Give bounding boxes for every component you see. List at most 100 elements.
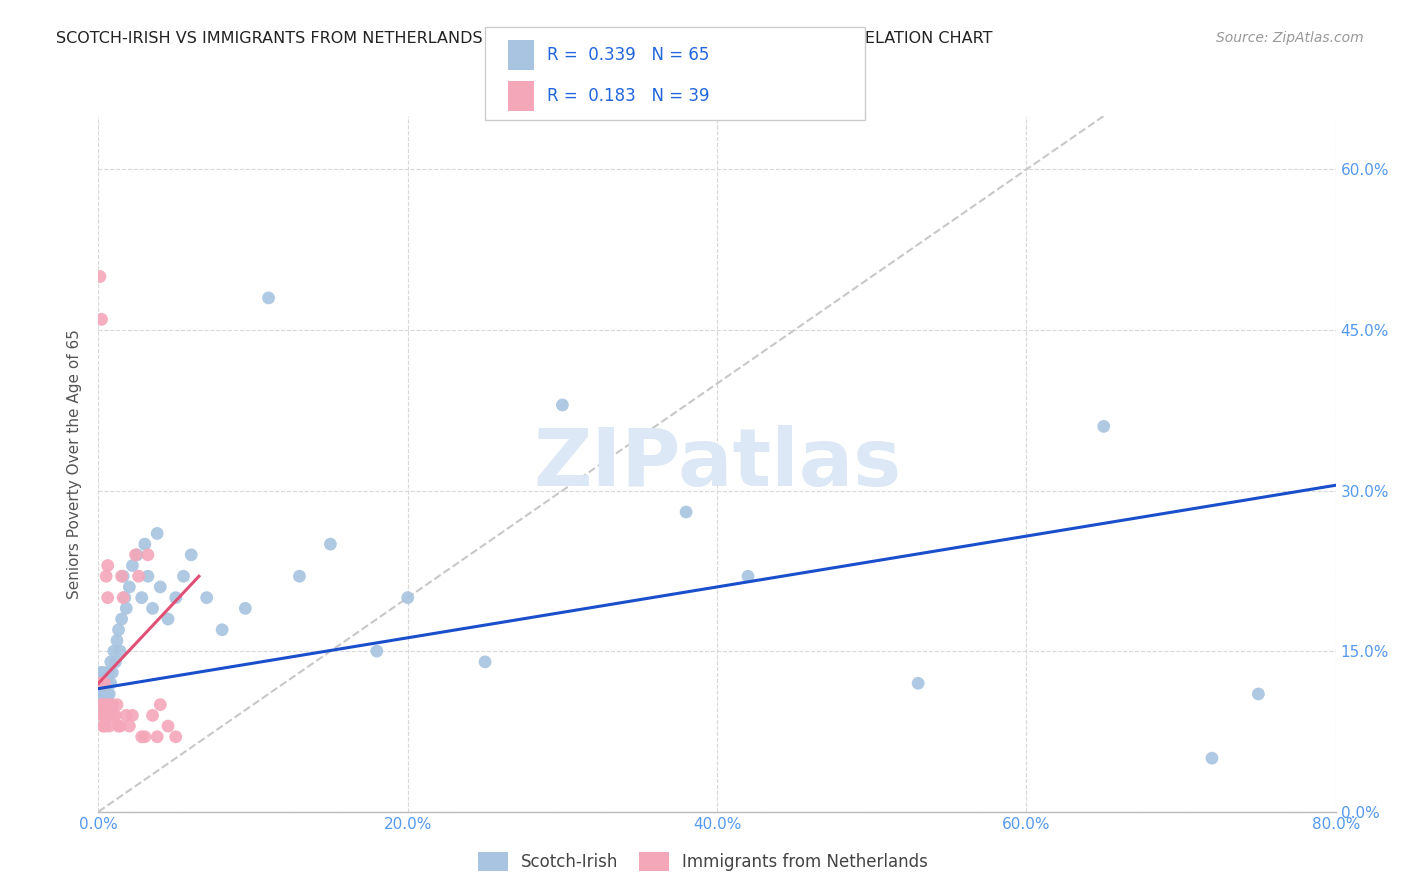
Point [108, 719, 131, 733]
Point [89, 676, 111, 690]
Point [103, 708, 125, 723]
Point [257, 291, 280, 305]
Point [127, 548, 149, 562]
Point [142, 708, 165, 723]
Point [107, 719, 129, 733]
Text: R =  0.339   N = 65: R = 0.339 N = 65 [547, 46, 709, 64]
Point [96, 569, 118, 583]
Point [93, 708, 115, 723]
Point [91, 676, 114, 690]
Point [1092, 419, 1115, 434]
Point [136, 569, 159, 583]
Point [907, 676, 929, 690]
Point [396, 591, 419, 605]
Point [91, 698, 114, 712]
Point [93, 665, 115, 680]
Point [319, 537, 342, 551]
Point [98, 665, 121, 680]
Point [115, 601, 138, 615]
Text: Source: ZipAtlas.com: Source: ZipAtlas.com [1216, 31, 1364, 45]
Y-axis label: Seniors Poverty Over the Age of 65: Seniors Poverty Over the Age of 65 [67, 329, 83, 599]
Text: R =  0.183   N = 39: R = 0.183 N = 39 [547, 87, 710, 105]
Point [96, 687, 118, 701]
Point [108, 644, 131, 658]
Point [96, 676, 118, 690]
Point [93, 687, 115, 701]
Point [93, 676, 115, 690]
Point [90, 676, 112, 690]
Point [146, 730, 169, 744]
Point [97, 676, 120, 690]
Point [98, 719, 121, 733]
Point [149, 580, 172, 594]
Point [211, 623, 233, 637]
Point [157, 612, 180, 626]
Point [173, 569, 195, 583]
Point [104, 708, 127, 723]
Point [96, 708, 118, 723]
Point [474, 655, 496, 669]
Point [142, 601, 165, 615]
Point [100, 676, 122, 690]
Text: SCOTCH-IRISH VS IMMIGRANTS FROM NETHERLANDS SENIORS POVERTY OVER THE AGE OF 65 C: SCOTCH-IRISH VS IMMIGRANTS FROM NETHERLA… [56, 31, 993, 46]
Point [114, 591, 136, 605]
Point [103, 644, 125, 658]
Point [93, 676, 115, 690]
Point [675, 505, 697, 519]
Point [128, 569, 150, 583]
Point [366, 644, 388, 658]
Point [118, 719, 141, 733]
Point [91, 698, 114, 712]
Point [90, 665, 112, 680]
Point [97, 558, 120, 573]
Point [91, 719, 114, 733]
Point [98, 687, 121, 701]
Point [737, 569, 759, 583]
Point [121, 708, 143, 723]
Point [131, 591, 153, 605]
Point [89, 665, 111, 680]
Point [98, 698, 121, 712]
Point [105, 698, 128, 712]
Point [93, 698, 115, 712]
Point [118, 580, 141, 594]
Point [90, 312, 112, 326]
Point [97, 698, 120, 712]
Point [96, 698, 118, 712]
Point [111, 569, 134, 583]
Point [96, 698, 118, 712]
Point [101, 698, 124, 712]
Text: ZIPatlas: ZIPatlas [533, 425, 901, 503]
Point [112, 591, 135, 605]
Point [131, 730, 153, 744]
Point [90, 687, 112, 701]
Point [165, 591, 187, 605]
Point [93, 719, 115, 733]
Point [91, 708, 114, 723]
Point [195, 591, 218, 605]
Point [100, 655, 122, 669]
Point [235, 601, 257, 615]
Point [288, 569, 311, 583]
Point [134, 730, 156, 744]
Point [124, 548, 146, 562]
Point [105, 633, 128, 648]
Point [97, 591, 120, 605]
Point [91, 687, 114, 701]
Legend: Scotch-Irish, Immigrants from Netherlands: Scotch-Irish, Immigrants from Netherland… [470, 843, 936, 880]
Point [146, 526, 169, 541]
Point [121, 558, 143, 573]
Point [90, 698, 112, 712]
Point [111, 612, 134, 626]
Point [107, 623, 129, 637]
Point [89, 269, 111, 284]
Point [1247, 687, 1270, 701]
Point [149, 698, 172, 712]
Point [551, 398, 574, 412]
Point [89, 687, 111, 701]
Point [136, 548, 159, 562]
Point [180, 548, 202, 562]
Point [97, 687, 120, 701]
Point [100, 708, 122, 723]
Point [165, 730, 187, 744]
